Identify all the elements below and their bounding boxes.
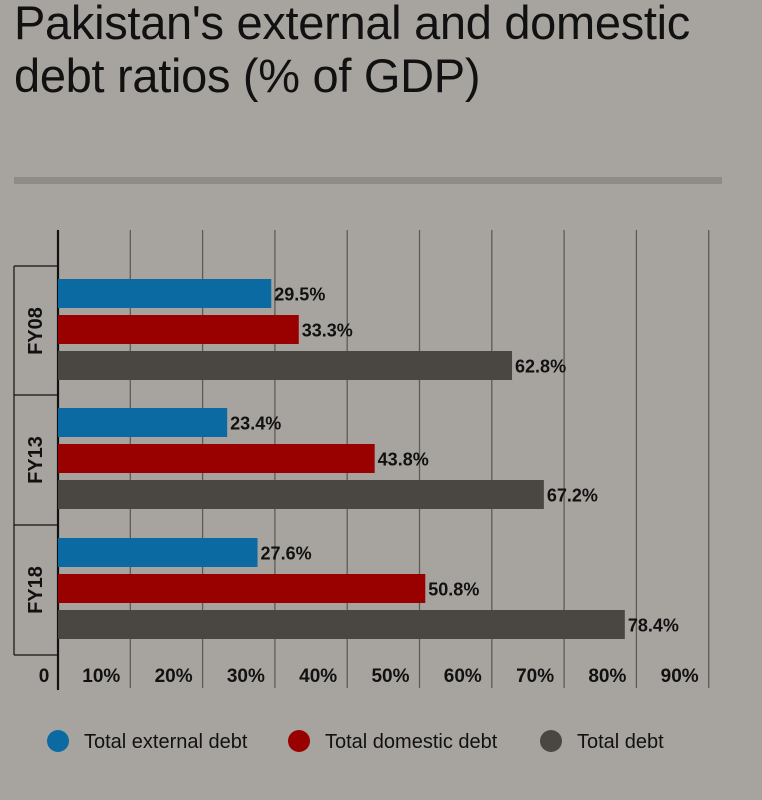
bar — [58, 279, 272, 308]
data-label: 29.5% — [274, 285, 325, 305]
data-label: 27.6% — [261, 544, 312, 564]
bar — [58, 574, 426, 603]
x-tick-label: 60% — [444, 666, 482, 687]
x-tick-labels: 0 10% 20% 30% 40% 50% 60% 70% 80% 90% — [39, 666, 699, 687]
category-label: FY08 — [25, 307, 47, 355]
data-label: 78.4% — [628, 616, 679, 636]
bar — [58, 538, 258, 567]
legend-marker — [288, 730, 310, 752]
bar — [58, 480, 544, 509]
x-tick-label: 20% — [155, 666, 193, 687]
bar — [58, 351, 513, 380]
chart-title: Pakistan's external and domestic debt ra… — [14, 0, 691, 102]
legend-marker — [540, 730, 562, 752]
legend-marker — [47, 730, 69, 752]
x-tick-label: 30% — [227, 666, 265, 687]
data-label: 33.3% — [302, 321, 353, 341]
legend: Total external debt Total domestic debt To… — [47, 730, 664, 753]
data-label: 43.8% — [378, 450, 429, 470]
x-tick-label: 40% — [299, 666, 337, 687]
legend-label: Total domestic debt — [325, 731, 498, 753]
x-tick-label: 50% — [371, 666, 409, 687]
category-label: FY13 — [25, 436, 47, 484]
category-label: FY18 — [25, 566, 47, 614]
bar — [58, 408, 228, 437]
data-label: 23.4% — [230, 414, 281, 434]
bars — [58, 279, 625, 639]
x-tick-label: 10% — [82, 666, 120, 687]
legend-label: Total debt — [577, 731, 664, 753]
bar — [58, 315, 299, 344]
x-tick-label: 70% — [516, 666, 554, 687]
data-labels: 29.5% 23.4% 27.6% 33.3% 43.8% 50.8% 62.8% 67.2%… — [230, 285, 679, 636]
x-tick-label: 90% — [661, 666, 699, 687]
data-label: 50.8% — [428, 580, 479, 600]
legend-label: Total external debt — [84, 731, 248, 753]
data-label: 67.2% — [547, 486, 598, 506]
bar — [58, 444, 375, 473]
title-divider — [14, 177, 722, 184]
x-tick-label: 0 — [39, 666, 50, 687]
bar — [58, 610, 625, 639]
data-label: 62.8% — [515, 357, 566, 377]
category-axis: FY08 FY13 FY18 — [13, 230, 60, 690]
x-tick-label: 80% — [588, 666, 626, 687]
